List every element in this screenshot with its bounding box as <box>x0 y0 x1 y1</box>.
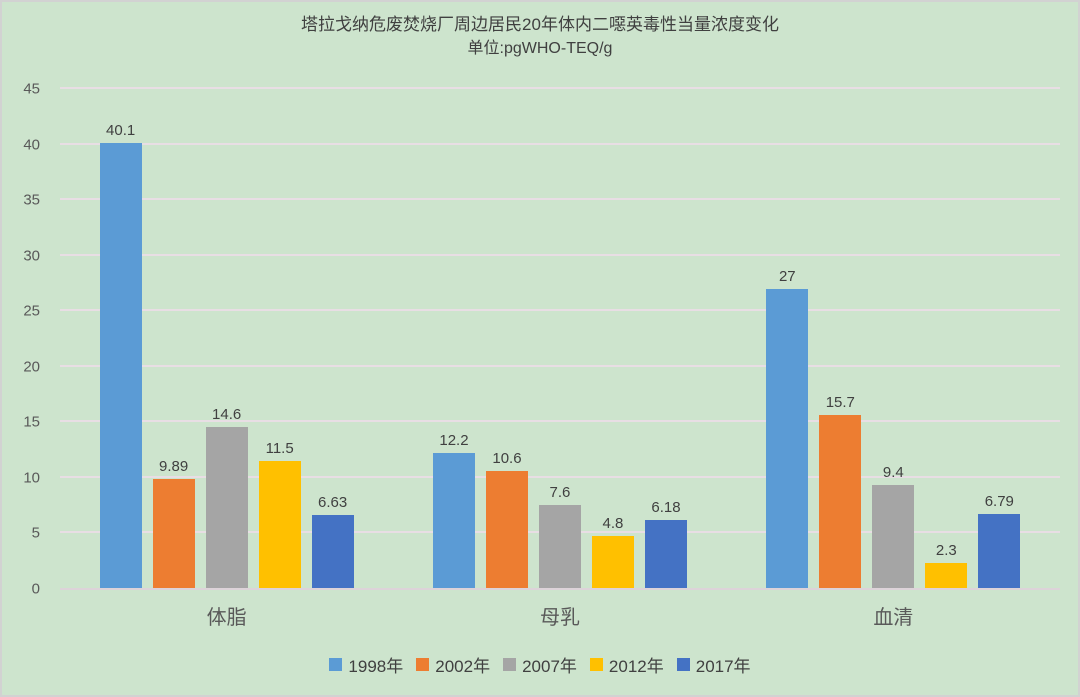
legend-item: 2017年 <box>676 652 751 677</box>
y-tick-label: 15 <box>23 413 40 431</box>
gridline <box>60 253 1060 256</box>
bar-wrapper: 10.6 <box>485 450 528 589</box>
legend-swatch <box>329 658 343 671</box>
bar <box>591 535 634 589</box>
legend-swatch <box>503 658 517 671</box>
bar-wrapper: 6.63 <box>311 494 354 589</box>
category-label: 血清 <box>873 607 914 629</box>
bar-value-label: 40.1 <box>106 122 136 140</box>
bar <box>432 453 475 589</box>
bar-value-label: 11.5 <box>265 440 294 458</box>
category-label: 母乳 <box>539 607 580 629</box>
legend: 1998年 2002年 2007年 2012年 2017年 <box>2 652 1078 677</box>
bar-value-label: 4.8 <box>602 514 624 532</box>
gridline <box>60 198 1060 201</box>
y-axis: 0 5 10 15 20 25 30 35 40 45 <box>2 81 50 598</box>
bar-wrapper: 4.8 <box>591 514 634 589</box>
bar <box>644 520 687 589</box>
bar-wrapper: 12.2 <box>432 432 475 589</box>
y-tick-label: 5 <box>31 524 40 542</box>
legend-item: 2007年 <box>503 652 577 677</box>
bar-wrapper: 27 <box>766 268 809 589</box>
y-tick-label: 30 <box>23 247 40 265</box>
bar-wrapper: 11.5 <box>258 440 301 589</box>
bar-value-label: 9.89 <box>159 458 189 476</box>
bar-wrapper: 14.6 <box>205 405 248 589</box>
bar-wrapper: 40.1 <box>99 122 142 589</box>
chart-title-block: 塔拉戈纳危废焚烧厂周边居民20年体内二噁英毒性当量浓度变化 单位:pgWHO-T… <box>2 12 1078 61</box>
gridline <box>60 142 1060 145</box>
plot-area: 40.1 9.89 14.6 11.5 6.63 体脂 12.2 10.6 7.6 4.8 6.18… <box>60 87 1060 629</box>
gridline <box>60 364 1060 367</box>
bar-wrapper: 9.4 <box>872 463 915 589</box>
x-axis-line <box>60 588 1060 590</box>
bar-group: 40.1 9.89 14.6 11.5 6.63 体脂 <box>99 122 354 629</box>
chart-title: 塔拉戈纳危废焚烧厂周边居民20年体内二噁英毒性当量浓度变化 <box>301 15 779 34</box>
bar-value-label: 9.4 <box>882 463 904 481</box>
bar-value-label: 6.79 <box>984 492 1014 510</box>
legend-item: 1998年 <box>329 652 403 677</box>
category-label: 体脂 <box>206 607 247 629</box>
gridline <box>60 475 1060 478</box>
gridline <box>60 87 1060 89</box>
legend-swatch <box>589 658 603 671</box>
bar <box>766 289 809 589</box>
bar-wrapper: 6.79 <box>978 492 1021 589</box>
y-tick-label: 40 <box>23 136 40 154</box>
bar <box>99 143 142 589</box>
gridline <box>60 309 1060 312</box>
bar <box>538 504 581 589</box>
bar-value-label: 15.7 <box>825 393 855 411</box>
bar-group: 12.2 10.6 7.6 4.8 6.18 母乳 <box>432 432 687 629</box>
bar <box>925 563 968 589</box>
y-tick-label: 35 <box>23 191 40 209</box>
legend-label: 2007年 <box>522 657 577 676</box>
bar-wrapper: 2.3 <box>925 542 968 589</box>
bar-wrapper: 15.7 <box>819 393 862 589</box>
bar-wrapper: 7.6 <box>538 483 581 589</box>
bar-value-label: 7.6 <box>549 483 571 501</box>
bar <box>258 461 301 589</box>
bar-value-label: 2.3 <box>935 542 957 560</box>
bar-value-label: 6.18 <box>651 499 681 517</box>
bar-value-label: 6.63 <box>318 494 348 512</box>
bar <box>311 515 354 589</box>
legend-label: 1998年 <box>348 657 404 676</box>
bar <box>978 513 1021 589</box>
bar-group: 27 15.7 9.4 2.3 6.79 血清 <box>766 268 1021 629</box>
gridline <box>60 420 1060 423</box>
legend-label: 2002年 <box>435 657 491 676</box>
bar-wrapper: 9.89 <box>152 458 195 589</box>
legend-swatch <box>416 658 430 671</box>
bar-wrapper: 6.18 <box>644 499 687 589</box>
legend-item: 2002年 <box>416 652 490 677</box>
bar-value-label: 10.6 <box>492 450 522 468</box>
bar-value-label: 14.6 <box>212 405 242 423</box>
bar <box>485 471 528 589</box>
legend-swatch <box>676 658 690 671</box>
bar <box>205 426 248 589</box>
bar <box>152 479 195 589</box>
bar-value-label: 12.2 <box>439 432 469 450</box>
bar <box>819 414 862 589</box>
legend-label: 2012年 <box>608 657 664 676</box>
bar <box>872 484 915 589</box>
legend-item: 2012年 <box>589 652 664 677</box>
chart-subtitle: 单位:pgWHO-TEQ/g <box>467 40 613 58</box>
bar-value-label: 27 <box>778 268 796 285</box>
y-tick-label: 0 <box>31 580 40 598</box>
y-tick-label: 20 <box>23 358 40 376</box>
y-tick-label: 10 <box>23 469 40 487</box>
y-tick-label: 45 <box>23 80 40 98</box>
y-tick-label: 25 <box>23 302 40 320</box>
bar-groups: 40.1 9.89 14.6 11.5 6.63 体脂 12.2 10.6 7.6 4.8 6.18… <box>60 89 1060 629</box>
legend-label: 2017年 <box>695 657 751 676</box>
